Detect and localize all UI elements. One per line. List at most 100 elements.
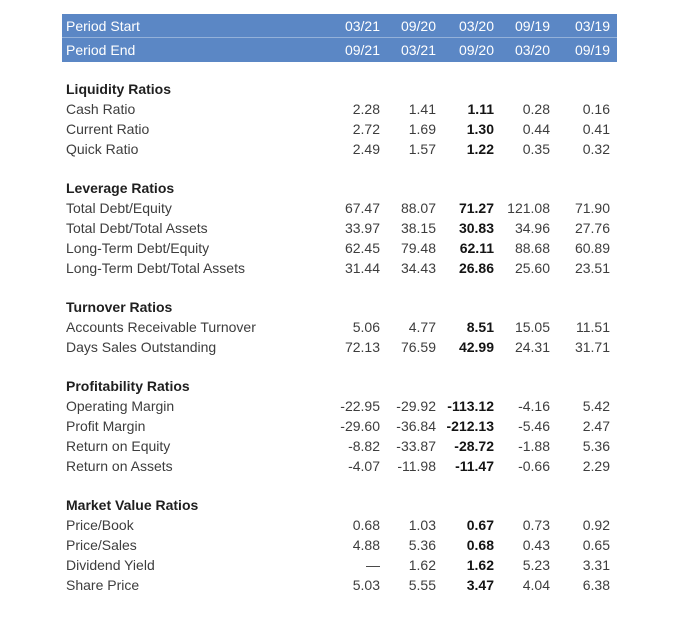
ratio-value: 2.47	[582, 418, 610, 434]
ratio-row: Total Debt/Equity 67.47 88.07 71.27 121.08 71…	[62, 198, 617, 218]
ratio-value: 34.96	[514, 220, 550, 236]
ratio-value: 27.76	[574, 220, 610, 236]
ratio-value: 76.59	[400, 339, 436, 355]
ratio-label: Long-Term Debt/Total Assets	[66, 260, 245, 276]
ratio-value: -113.12	[447, 398, 494, 414]
ratio-label: Days Sales Outstanding	[66, 339, 217, 355]
ratio-value: 1.57	[408, 141, 436, 157]
period-value: 09/19	[514, 17, 550, 34]
ratio-value: 1.11	[467, 101, 494, 117]
ratio-value: -4.16	[518, 398, 550, 414]
ratio-value: 67.47	[344, 200, 380, 216]
ratio-value: 79.48	[400, 240, 436, 256]
period-value: 09/19	[574, 42, 610, 58]
ratio-row: Price/Book 0.68 1.03 0.67 0.73 0.92	[62, 515, 617, 535]
ratio-value: 2.28	[352, 101, 380, 117]
ratio-value: -8.82	[348, 438, 380, 454]
ratio-row: Days Sales Outstanding 72.13 76.59 42.99 24.…	[62, 337, 617, 357]
ratio-value: 0.68	[352, 517, 380, 533]
period-row: Period End 09/21 03/21 09/20 03/20 09/19	[62, 38, 617, 62]
ratio-value: —	[366, 557, 380, 573]
ratio-value: 5.03	[352, 577, 380, 593]
ratio-value: -29.60	[340, 418, 380, 434]
ratio-value: 0.65	[582, 537, 610, 553]
period-value: 03/21	[400, 42, 436, 58]
ratio-value: 5.06	[352, 319, 380, 335]
ratio-value: -29.92	[396, 398, 436, 414]
period-row: Period Start 03/21 09/20 03/20 09/19 03/19	[62, 14, 617, 38]
period-label: Period End	[66, 42, 136, 58]
ratio-value: 5.55	[408, 577, 436, 593]
ratio-row: Total Debt/Total Assets 33.97 38.15 30.83 34…	[62, 218, 617, 238]
ratio-row: Operating Margin -22.95 -29.92 -113.12 -4.16…	[62, 396, 617, 416]
ratio-value: 8.51	[466, 319, 494, 335]
ratio-value: 4.04	[522, 577, 550, 593]
ratio-value: 0.28	[522, 101, 550, 117]
ratio-value: 1.30	[466, 121, 494, 137]
ratio-value: 24.31	[514, 339, 550, 355]
ratio-label: Accounts Receivable Turnover	[66, 319, 256, 335]
ratio-value: 121.08	[507, 200, 550, 216]
ratio-row: Cash Ratio 2.28 1.41 1.11 0.28 0.16	[62, 99, 617, 119]
period-value: 03/19	[574, 17, 610, 34]
ratio-value: 25.60	[514, 260, 550, 276]
ratio-label: Dividend Yield	[66, 557, 155, 573]
ratio-value: -212.13	[446, 418, 494, 434]
ratio-value: 23.51	[574, 260, 610, 276]
section-heading: Leverage Ratios	[66, 180, 175, 196]
ratio-value: 15.05	[514, 319, 550, 335]
ratio-value: 5.23	[522, 557, 550, 573]
ratio-value: 3.31	[582, 557, 610, 573]
ratio-row: Return on Equity -8.82 -33.87 -28.72 -1.88 5.…	[62, 436, 617, 456]
ratio-value: 31.44	[344, 260, 380, 276]
ratio-row: Long-Term Debt/Equity 62.45 79.48 62.11 88.6…	[62, 238, 617, 258]
section-heading: Profitability Ratios	[66, 378, 190, 394]
ratio-row: Quick Ratio 2.49 1.57 1.22 0.35 0.32	[62, 139, 617, 159]
ratio-value: 0.68	[466, 537, 494, 553]
ratio-label: Return on Equity	[66, 438, 171, 454]
ratio-label: Price/Book	[66, 517, 134, 533]
ratio-value: 5.36	[408, 537, 436, 553]
ratio-value: 1.41	[408, 101, 436, 117]
ratio-value: 42.99	[458, 339, 494, 355]
ratio-value: 2.29	[582, 458, 610, 474]
ratio-value: -36.84	[396, 418, 436, 434]
ratio-value: 6.38	[582, 577, 610, 593]
period-header: Period Start 03/21 09/20 03/20 09/19 03/19 Per…	[62, 14, 617, 62]
ratio-label: Total Debt/Total Assets	[66, 220, 208, 236]
period-value: 09/20	[458, 42, 494, 58]
ratios-sheet: Period Start 03/21 09/20 03/20 09/19 03/19 Per…	[62, 14, 617, 595]
ratio-value: 5.36	[582, 438, 610, 454]
ratio-value: 1.62	[466, 557, 494, 573]
section-heading: Liquidity Ratios	[66, 81, 171, 97]
ratio-value: -11.47	[455, 458, 494, 474]
ratio-value: -33.87	[396, 438, 436, 454]
ratio-value: 71.27	[458, 200, 494, 216]
ratio-value: 33.97	[344, 220, 380, 236]
period-value: 03/21	[344, 17, 380, 34]
period-value: 09/21	[344, 42, 380, 58]
ratio-value: -0.66	[518, 458, 550, 474]
ratio-value: 0.44	[522, 121, 550, 137]
ratio-value: 1.22	[466, 141, 494, 157]
ratio-value: -1.88	[518, 438, 550, 454]
ratio-row: Share Price 5.03 5.55 3.47 4.04 6.38	[62, 575, 617, 595]
ratio-value: 60.89	[574, 240, 610, 256]
ratio-value: 11.51	[576, 319, 610, 335]
ratio-value: -5.46	[518, 418, 550, 434]
ratio-sections: Liquidity Ratios Cash Ratio 2.28 1.41 1.11 0.…	[62, 79, 617, 595]
ratio-value: 0.16	[582, 101, 610, 117]
ratio-section: Liquidity Ratios Cash Ratio 2.28 1.41 1.11 0.…	[62, 79, 617, 159]
ratio-row: Dividend Yield — 1.62 1.62 5.23 3.31	[62, 555, 617, 575]
ratio-value: 62.45	[344, 240, 380, 256]
ratio-label: Quick Ratio	[66, 141, 139, 157]
ratio-section: Market Value Ratios Price/Book 0.68 1.03 0.6…	[62, 495, 617, 595]
ratio-value: 88.68	[514, 240, 550, 256]
ratio-value: -22.95	[340, 398, 380, 414]
ratio-label: Total Debt/Equity	[66, 200, 172, 216]
ratio-label: Share Price	[66, 577, 140, 593]
ratio-value: 34.43	[400, 260, 436, 276]
ratio-value: 1.69	[408, 121, 436, 137]
section-heading: Turnover Ratios	[66, 299, 173, 315]
ratio-value: -4.07	[348, 458, 380, 474]
